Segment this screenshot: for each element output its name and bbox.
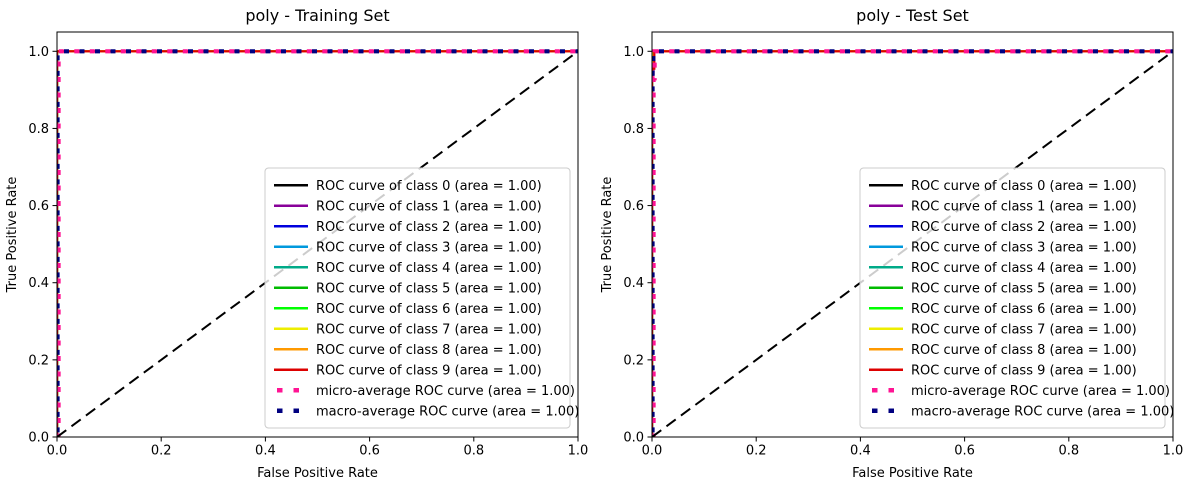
y-axis-label: True Positive Rate: [600, 177, 615, 294]
legend-label: ROC curve of class 9 (area = 1.00): [316, 363, 542, 378]
legend-entry: macro-average ROC curve (area = 1.00): [869, 404, 1174, 419]
legend-entry: micro-average ROC curve (area = 1.00): [274, 384, 575, 399]
legend-entry: ROC curve of class 6 (area = 1.00): [869, 302, 1137, 317]
legend-label: ROC curve of class 8 (area = 1.00): [911, 343, 1137, 358]
x-tick-label: 0.0: [642, 444, 663, 459]
legend-entry: ROC curve of class 8 (area = 1.00): [869, 343, 1137, 358]
x-tick-label: 1.0: [1163, 444, 1184, 459]
y-tick-label: 0.2: [623, 353, 644, 368]
legend-label: ROC curve of class 3 (area = 1.00): [911, 240, 1137, 255]
legend-entry: ROC curve of class 1 (area = 1.00): [274, 199, 542, 214]
legend-label: ROC curve of class 5 (area = 1.00): [911, 281, 1137, 296]
x-axis-label: False Positive Rate: [257, 466, 378, 481]
legend-entry: ROC curve of class 3 (area = 1.00): [869, 240, 1137, 255]
x-tick-label: 0.2: [746, 444, 767, 459]
y-tick-label: 0.4: [623, 276, 644, 291]
x-axis-label: False Positive Rate: [852, 466, 973, 481]
legend-label: ROC curve of class 0 (area = 1.00): [911, 179, 1137, 194]
y-tick-label: 0.6: [623, 199, 644, 214]
legend-entry: ROC curve of class 2 (area = 1.00): [869, 220, 1137, 235]
x-tick-label: 0.4: [255, 444, 276, 459]
legend-entry: ROC curve of class 4 (area = 1.00): [869, 261, 1137, 276]
macro-average-roc-curve: [652, 49, 1173, 437]
macro-average-roc-curve: [57, 49, 578, 437]
x-tick-label: 0.4: [850, 444, 871, 459]
legend-entry: ROC curve of class 1 (area = 1.00): [869, 199, 1137, 214]
roc-chart-training-set: 0.0 0.2 0.4 0.6 0.8 1.0 0.0 0.2 0.4 0.6 0.8 1.0 poly…: [5, 6, 588, 481]
chart-title: poly - Test Set: [856, 6, 969, 25]
legend-label: ROC curve of class 3 (area = 1.00): [316, 240, 542, 255]
legend-label: ROC curve of class 9 (area = 1.00): [911, 363, 1137, 378]
y-tick-label: 0.8: [623, 122, 644, 137]
legend-entry: macro-average ROC curve (area = 1.00): [274, 404, 579, 419]
legend-label: ROC curve of class 6 (area = 1.00): [316, 302, 542, 317]
legend-entry: ROC curve of class 6 (area = 1.00): [274, 302, 542, 317]
legend-label: ROC curve of class 6 (area = 1.00): [911, 302, 1137, 317]
y-tick-label: 0.0: [623, 431, 644, 446]
legend-label: ROC curve of class 8 (area = 1.00): [316, 343, 542, 358]
y-tick-label: 1.0: [28, 45, 49, 60]
legend-entry: ROC curve of class 2 (area = 1.00): [274, 220, 542, 235]
legend-frame: [264, 167, 571, 429]
legend: ROC curve of class 0 (area = 1.00) ROC cu…: [264, 167, 579, 429]
legend-label: ROC curve of class 7 (area = 1.00): [911, 322, 1137, 337]
axes-spines: [56, 31, 579, 438]
roc-chart-test-set: 0.0 0.2 0.4 0.6 0.8 1.0 0.0 0.2 0.4 0.6 0.8 1.0 poly…: [600, 6, 1183, 481]
legend-entry: micro-average ROC curve (area = 1.00): [869, 384, 1170, 399]
y-tick-label: 0.4: [28, 276, 49, 291]
legend-entry: ROC curve of class 9 (area = 1.00): [274, 363, 542, 378]
legend-frame: [859, 167, 1166, 429]
legend-label: ROC curve of class 4 (area = 1.00): [316, 261, 542, 276]
y-tick-label: 0.2: [28, 353, 49, 368]
legend-label: ROC curve of class 4 (area = 1.00): [911, 261, 1137, 276]
y-tick-label: 1.0: [623, 45, 644, 60]
legend-label: ROC curve of class 1 (area = 1.00): [911, 199, 1137, 214]
y-tick-label: 0.8: [28, 122, 49, 137]
x-tick-label: 0.8: [1058, 444, 1079, 459]
legend-entry: ROC curve of class 5 (area = 1.00): [869, 281, 1137, 296]
chart-title: poly - Training Set: [245, 6, 389, 25]
legend-entry: ROC curve of class 9 (area = 1.00): [869, 363, 1137, 378]
legend-entry: ROC curve of class 4 (area = 1.00): [274, 261, 542, 276]
x-tick-label: 1.0: [568, 444, 589, 459]
legend-label: ROC curve of class 2 (area = 1.00): [316, 220, 542, 235]
micro-average-roc-curve: [652, 49, 1173, 437]
legend-label: ROC curve of class 1 (area = 1.00): [316, 199, 542, 214]
x-tick-label: 0.2: [151, 444, 172, 459]
legend-label: ROC curve of class 0 (area = 1.00): [316, 179, 542, 194]
legend-label: ROC curve of class 5 (area = 1.00): [316, 281, 542, 296]
x-tick-label: 0.0: [47, 444, 68, 459]
legend-entry: ROC curve of class 0 (area = 1.00): [869, 179, 1137, 194]
legend-label: macro-average ROC curve (area = 1.00): [911, 404, 1174, 419]
legend-entry: ROC curve of class 8 (area = 1.00): [274, 343, 542, 358]
x-tick-label: 0.6: [359, 444, 380, 459]
legend-label: ROC curve of class 2 (area = 1.00): [911, 220, 1137, 235]
x-tick-label: 0.8: [463, 444, 484, 459]
legend-label: ROC curve of class 7 (area = 1.00): [316, 322, 542, 337]
y-tick-label: 0.0: [28, 431, 49, 446]
axes-spines: [651, 31, 1174, 438]
legend-entry: ROC curve of class 7 (area = 1.00): [869, 322, 1137, 337]
legend-label: macro-average ROC curve (area = 1.00): [316, 404, 579, 419]
legend-entry: ROC curve of class 3 (area = 1.00): [274, 240, 542, 255]
legend-label: micro-average ROC curve (area = 1.00): [316, 384, 575, 399]
x-tick-label: 0.6: [954, 444, 975, 459]
legend: ROC curve of class 0 (area = 1.00) ROC cu…: [859, 167, 1174, 429]
y-tick-label: 0.6: [28, 199, 49, 214]
legend-label: micro-average ROC curve (area = 1.00): [911, 384, 1170, 399]
legend-entry: ROC curve of class 5 (area = 1.00): [274, 281, 542, 296]
y-axis-label: True Positive Rate: [5, 177, 20, 294]
legend-entry: ROC curve of class 7 (area = 1.00): [274, 322, 542, 337]
legend-entry: ROC curve of class 0 (area = 1.00): [274, 179, 542, 194]
